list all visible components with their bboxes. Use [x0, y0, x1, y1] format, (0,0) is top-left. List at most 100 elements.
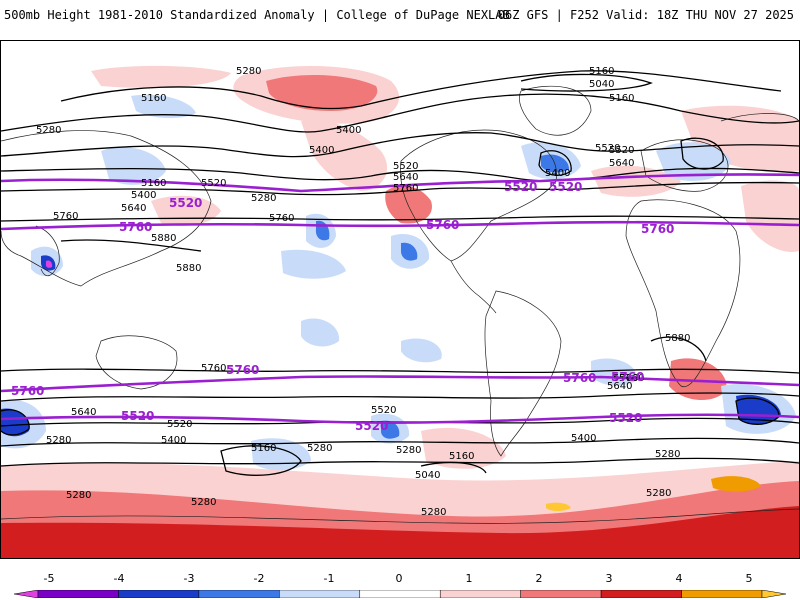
colorbar-tick: -3: [183, 572, 195, 585]
contour-label: 5760: [53, 211, 78, 222]
contour-5280-north: [1, 93, 799, 133]
contour-label: 5280: [646, 488, 671, 499]
anomaly-positive-west-us: [385, 185, 432, 224]
contour-5880-tropics: [60, 239, 202, 252]
coast-australia: [95, 335, 178, 390]
height-contours: [1, 70, 799, 476]
contour-label: 5400: [545, 168, 570, 179]
highlight-label: 5760: [119, 220, 152, 234]
colorbar-segment: [520, 590, 602, 598]
anomaly-positive-arctic-cap: [91, 65, 231, 88]
contour-label: 5400: [161, 435, 186, 446]
colorbar-tick: -1: [323, 572, 335, 585]
contour-5280-south: [1, 457, 799, 467]
highlight-label: 5520: [169, 196, 202, 210]
coast-india: [35, 225, 60, 277]
anomaly-strong-north-pacific: [266, 74, 378, 111]
contour-label: 5760: [393, 183, 418, 194]
anomaly-negative-south-pacific-2: [401, 338, 442, 363]
contour-label: 5640: [71, 407, 96, 418]
contour-label: 5880: [176, 263, 201, 274]
highlight-label: 5760: [611, 370, 644, 384]
colorbar-segment: [118, 590, 200, 598]
colorbar-ticks: -5 -4 -3 -2 -1 0 1 2 3 4 5: [0, 572, 800, 588]
colorbar-segment: [439, 590, 521, 598]
anomaly-negative-south-pacific-1: [301, 318, 340, 347]
contour-low-europe: [680, 137, 724, 170]
contour-label: 5400: [336, 125, 361, 136]
contour-labels: 5280 5160 5040 5160 5160 5280 5400 5400 …: [36, 66, 690, 518]
contour-5640-north: [1, 181, 799, 196]
anomaly-positive-europe: [591, 165, 681, 197]
contour-5760-south: [1, 368, 799, 374]
anomaly-very-strong-antarctica: [1, 506, 799, 558]
contour-label: 5160: [609, 93, 634, 104]
coast-asia: [1, 130, 212, 287]
coast-south-america: [484, 290, 562, 457]
colorbar-tick: -4: [113, 572, 125, 585]
contour-low-southern-ocean-west: [1, 409, 30, 436]
anomaly-positive-north-america: [301, 120, 388, 191]
contour-label: 5640: [393, 172, 418, 183]
colorbar-tick: 1: [465, 572, 473, 585]
contour-5400-south: [1, 437, 799, 447]
contour-label: 5760: [619, 373, 644, 384]
highlight-label: 5760: [641, 222, 674, 236]
contour-label: 5400: [131, 190, 156, 201]
contour-label: 5280: [655, 449, 680, 460]
anomaly-extreme-indian-ocean-cyclone: [45, 260, 53, 268]
colorbar-segment: [14, 590, 39, 598]
contour-label: 5400: [571, 433, 596, 444]
highlight-label: 5760: [11, 384, 44, 398]
purple-5760-north: [1, 220, 799, 231]
highlight-label: 5520: [355, 419, 388, 433]
contour-label: 5160: [589, 66, 614, 77]
coast-central-america: [450, 260, 497, 314]
anomaly-extreme-antarctica-center: [546, 502, 571, 511]
contour-low-north-atlantic: [538, 150, 572, 176]
coast-antarctica: [1, 508, 799, 524]
highlight-label: 5760: [426, 218, 459, 232]
contour-5160-north: [60, 70, 782, 110]
model-run-info: 06Z GFS | F252 Valid: 18Z THU NOV 27 202…: [497, 8, 794, 22]
highlight-label: 5520: [121, 409, 154, 423]
contour-5160-south: [220, 445, 302, 476]
contour-5040-south: [420, 461, 487, 474]
anomaly-extreme-antarctica-east: [711, 476, 761, 492]
highlight-label: 5520: [609, 411, 642, 425]
contour-label: 5040: [589, 79, 614, 90]
map-title: 500mb Height 1981-2010 Standardized Anom…: [4, 8, 510, 22]
anomaly-positive-africa: [741, 180, 799, 252]
contour-label: 5520: [201, 178, 226, 189]
contour-5760-north: [1, 215, 799, 222]
map-canvas: 5280 5160 5040 5160 5160 5280 5400 5400 …: [1, 65, 799, 558]
header: 500mb Height 1981-2010 Standardized Anom…: [0, 0, 800, 40]
colorbar-tick: 4: [675, 572, 683, 585]
coast-north-america: [400, 129, 557, 262]
anomaly-map[interactable]: 5280 5160 5040 5160 5160 5280 5400 5400 …: [0, 40, 800, 559]
contour-label: 5760: [613, 373, 638, 384]
contour-label: 5640: [609, 158, 634, 169]
purple-5520-north: [1, 173, 799, 193]
contour-label: 5280: [46, 435, 71, 446]
highlight-label: 5760: [563, 371, 596, 385]
anomaly-strong-southern-ocean-west: [1, 408, 30, 437]
anomaly-strong-south-pacific-3: [381, 420, 400, 439]
contour-label: 5280: [251, 193, 276, 204]
contour-5400-north: [1, 132, 799, 158]
contour-label: 5280: [66, 490, 91, 501]
highlight-label: 5520: [504, 180, 537, 194]
contour-label: 5040: [415, 470, 440, 481]
contour-label: 5760: [269, 213, 294, 224]
anomaly-negative-asia-low: [101, 147, 166, 185]
contour-label: 5280: [236, 66, 261, 77]
colorbar-tick: 3: [605, 572, 613, 585]
anomaly-positive-south-pacific: [421, 427, 506, 469]
colorbar-tick: 2: [535, 572, 543, 585]
contour-label: 5640: [607, 381, 632, 392]
contour-label: 5280: [36, 125, 61, 136]
contour-label: 5520: [167, 419, 192, 430]
contour-label: 5280: [307, 443, 332, 454]
highlight-contours: [1, 173, 799, 424]
anomaly-strong-east-pacific: [401, 242, 418, 261]
